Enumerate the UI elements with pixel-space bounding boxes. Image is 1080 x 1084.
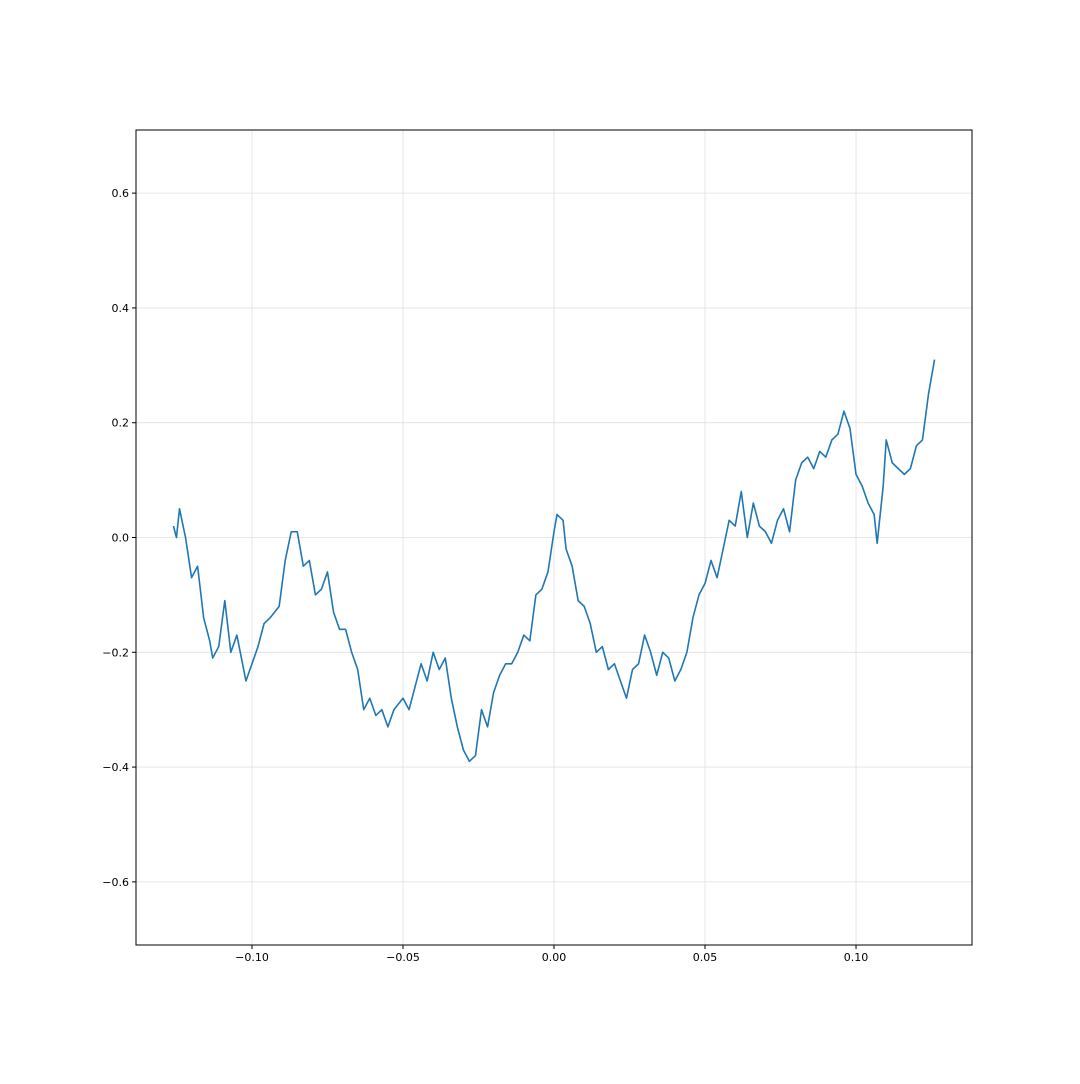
y-tick-label: −0.6 [102,876,129,889]
x-tick-label: 0.05 [693,951,718,964]
y-tick-label: 0.6 [112,187,130,200]
data-line [172,359,936,763]
y-tick-label: −0.2 [102,646,129,659]
y-tick-label: 0.0 [112,532,130,545]
y-tick-label: −0.4 [102,761,129,774]
x-tick-label: −0.10 [235,951,269,964]
x-tick-label: 0.10 [844,951,869,964]
y-tick-label: 0.2 [112,417,130,430]
x-tick-label: −0.05 [386,951,420,964]
y-tick-label: 0.4 [112,302,130,315]
x-tick-label: 0.00 [542,951,567,964]
